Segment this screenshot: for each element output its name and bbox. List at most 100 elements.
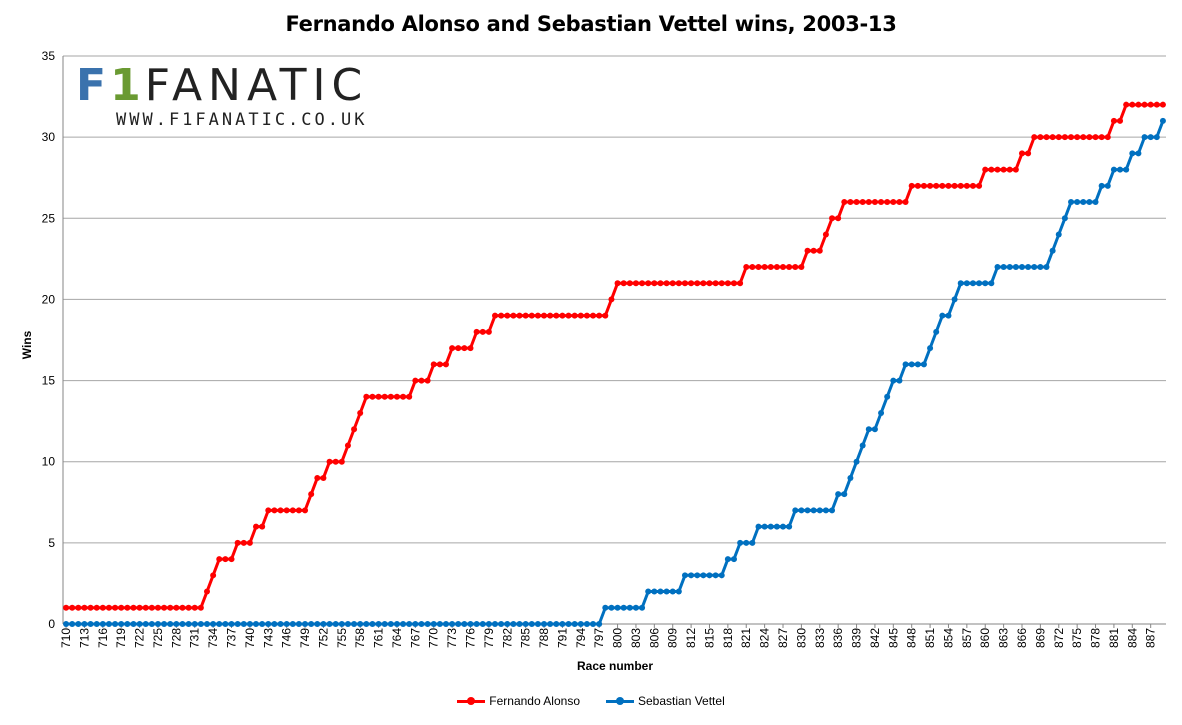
x-tick-label: 770: [427, 628, 441, 648]
data-point: [700, 572, 707, 579]
data-point: [780, 523, 787, 530]
data-point: [914, 361, 921, 368]
data-point: [363, 621, 370, 627]
data-point: [375, 621, 382, 627]
data-point: [816, 507, 823, 514]
data-point: [871, 199, 878, 206]
data-point: [142, 621, 149, 627]
data-point: [1117, 166, 1124, 173]
data-point: [271, 507, 278, 514]
data-point: [963, 280, 970, 287]
data-point: [332, 621, 339, 627]
data-point: [920, 182, 927, 189]
data-point: [167, 621, 174, 627]
x-tick-label: 734: [206, 628, 220, 648]
data-point: [179, 621, 186, 627]
data-point: [1153, 134, 1160, 141]
data-point: [1000, 166, 1007, 173]
logo-fanatic: FANATIC: [144, 60, 369, 111]
data-point: [1086, 134, 1093, 141]
x-tick-label: 827: [776, 628, 790, 648]
data-point: [976, 280, 983, 287]
data-point: [1110, 117, 1117, 124]
series-alonso: [63, 101, 1166, 611]
data-point: [210, 572, 217, 579]
data-point: [841, 491, 848, 498]
data-point: [81, 604, 88, 611]
data-point: [890, 199, 897, 206]
data-point: [645, 280, 652, 287]
data-point: [1135, 101, 1142, 108]
data-point: [743, 263, 750, 270]
x-tick-label: 767: [408, 628, 422, 648]
x-tick-label: 719: [114, 628, 128, 648]
data-point: [412, 377, 419, 384]
data-point: [216, 556, 223, 563]
data-point: [240, 539, 247, 546]
x-tick-label: 788: [537, 628, 551, 648]
legend-item-vettel: Sebastian Vettel: [606, 694, 725, 708]
x-tick-label: 848: [905, 628, 919, 648]
data-point: [902, 361, 909, 368]
data-point: [1147, 134, 1154, 141]
data-point: [271, 621, 278, 627]
data-point: [418, 621, 425, 627]
x-tick-label: 725: [151, 628, 165, 648]
x-tick-label: 794: [574, 628, 588, 648]
data-point: [865, 199, 872, 206]
data-point: [393, 393, 400, 400]
data-point: [492, 621, 499, 627]
data-point: [933, 328, 940, 335]
data-point: [669, 588, 676, 595]
data-point: [602, 604, 609, 611]
data-point: [547, 621, 554, 627]
data-point: [969, 182, 976, 189]
data-point: [1006, 166, 1013, 173]
data-point: [786, 263, 793, 270]
data-point: [204, 621, 211, 627]
data-point: [1159, 101, 1166, 108]
x-tick-label: 821: [739, 628, 753, 648]
data-point: [798, 507, 805, 514]
data-point: [75, 604, 82, 611]
data-point: [381, 393, 388, 400]
data-point: [737, 280, 744, 287]
legend-swatch-alonso: [457, 696, 486, 706]
data-point: [988, 280, 995, 287]
x-tick-label: 824: [758, 628, 772, 648]
data-point: [737, 539, 744, 546]
data-point: [228, 621, 235, 627]
data-point: [583, 621, 590, 627]
x-tick-label: 731: [188, 628, 202, 648]
data-point: [639, 280, 646, 287]
data-point: [485, 621, 492, 627]
x-tick-label: 836: [831, 628, 845, 648]
y-axis-label: Wins: [20, 330, 34, 359]
data-point: [761, 263, 768, 270]
data-point: [130, 604, 137, 611]
data-point: [822, 507, 829, 514]
x-tick-label: 800: [611, 628, 625, 648]
data-point: [197, 621, 204, 627]
data-point: [859, 442, 866, 449]
x-tick-label: 833: [813, 628, 827, 648]
data-point: [326, 458, 333, 465]
data-point: [63, 604, 70, 611]
x-tick-label: 839: [850, 628, 864, 648]
data-point: [338, 458, 345, 465]
data-point: [657, 280, 664, 287]
data-point: [706, 280, 713, 287]
data-point: [681, 572, 688, 579]
data-point: [492, 312, 499, 319]
data-point: [1025, 263, 1032, 270]
data-point: [602, 312, 609, 319]
data-point: [504, 312, 511, 319]
data-point: [142, 604, 149, 611]
x-tick-label: 743: [261, 628, 275, 648]
x-tick-label: 749: [298, 628, 312, 648]
x-tick-label: 776: [463, 628, 477, 648]
data-point: [1123, 101, 1130, 108]
data-point: [498, 312, 505, 319]
data-point: [957, 280, 964, 287]
